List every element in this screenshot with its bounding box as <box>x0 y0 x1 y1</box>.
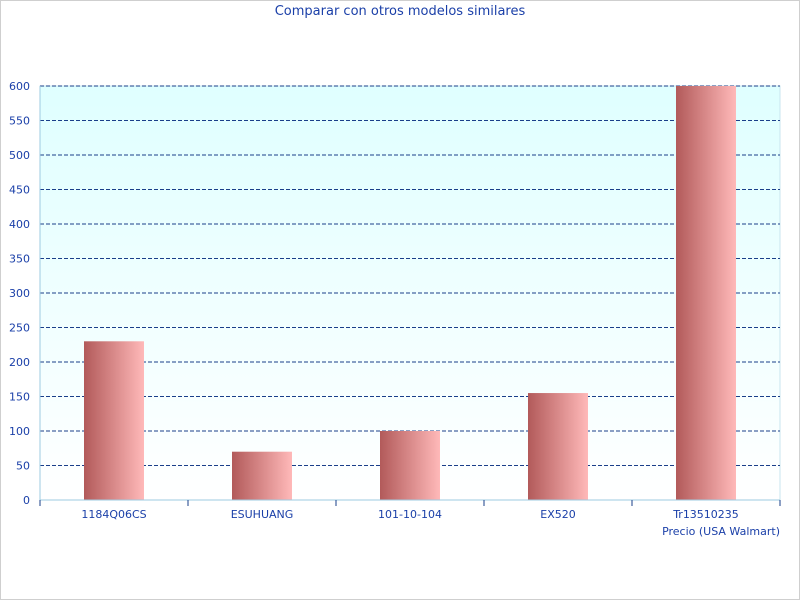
x-axis-label: Precio (USA Walmart) <box>662 525 780 538</box>
bar <box>380 431 440 500</box>
y-tick-label: 100 <box>9 425 30 438</box>
y-tick-label: 50 <box>16 460 30 473</box>
y-tick-label: 600 <box>9 80 30 93</box>
y-tick-label: 350 <box>9 253 30 266</box>
y-tick-label: 450 <box>9 184 30 197</box>
y-tick-label: 500 <box>9 149 30 162</box>
x-tick-label: 101-10-104 <box>378 508 442 521</box>
x-tick-label: EX520 <box>540 508 575 521</box>
bar <box>528 393 588 500</box>
y-tick-label: 400 <box>9 218 30 231</box>
y-tick-label: 200 <box>9 356 30 369</box>
x-tick-label: 1184Q06CS <box>81 508 146 521</box>
y-tick-label: 150 <box>9 391 30 404</box>
bar <box>84 341 144 500</box>
bar <box>232 451 292 500</box>
chart-title: Comparar con otros modelos similares <box>274 4 526 19</box>
bar <box>676 86 736 500</box>
y-tick-label: 0 <box>23 494 30 507</box>
y-tick-label: 300 <box>9 287 30 300</box>
x-tick-label: Tr13510235 <box>672 508 739 521</box>
y-tick-label: 550 <box>9 115 30 128</box>
y-tick-label: 250 <box>9 322 30 335</box>
x-tick-label: ESUHUANG <box>231 508 294 521</box>
